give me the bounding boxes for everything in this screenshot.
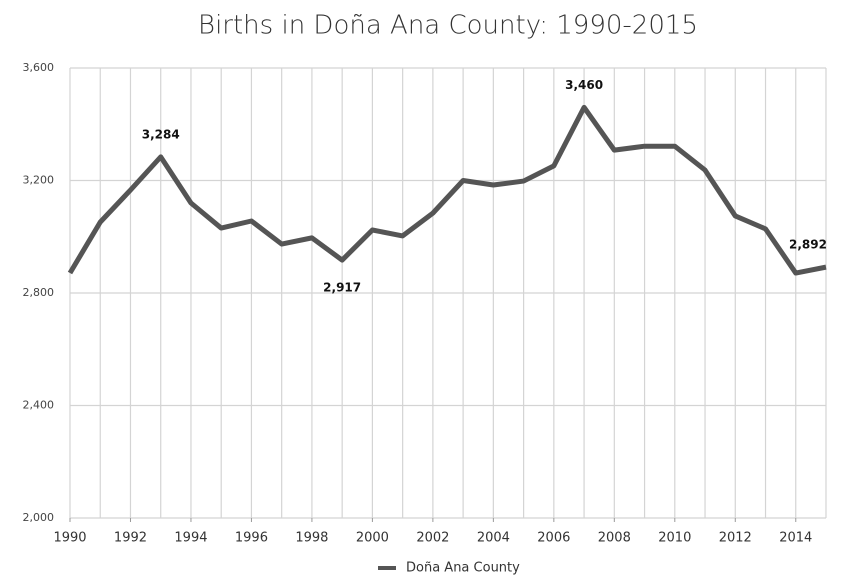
x-tick-label: 1998 — [295, 531, 328, 546]
x-tick-label: 2006 — [537, 531, 570, 546]
data-label: 2,892 — [789, 238, 827, 252]
chart-title: Births in Doña Ana County: 1990-2015 — [198, 11, 698, 41]
x-tick-label: 2000 — [356, 531, 389, 546]
x-tick-label: 2012 — [719, 531, 752, 546]
x-tick-label: 2002 — [416, 531, 449, 546]
data-label: 3,460 — [565, 78, 603, 92]
x-tick-label: 1996 — [235, 531, 268, 546]
y-tick-label: 2,400 — [23, 399, 55, 412]
y-tick-label: 2,800 — [23, 286, 55, 299]
data-label: 2,917 — [323, 281, 361, 295]
x-tick-label: 1990 — [53, 531, 86, 546]
line — [67, 104, 827, 276]
legend-label: Doña Ana County — [406, 561, 520, 576]
y-tick-label: 3,200 — [23, 174, 55, 187]
data-label: 3,284 — [142, 127, 180, 141]
x-tick-label: 1994 — [174, 531, 207, 546]
x-tick-label: 2004 — [477, 531, 510, 546]
x-tick-label: 2014 — [779, 531, 812, 546]
x-tick-label: 2008 — [598, 531, 631, 546]
y-tick-label: 2,000 — [23, 511, 55, 524]
y-tick-label: 3,600 — [23, 61, 55, 74]
x-tick-label: 2010 — [658, 531, 691, 546]
x-tick-label: 1992 — [114, 531, 147, 546]
